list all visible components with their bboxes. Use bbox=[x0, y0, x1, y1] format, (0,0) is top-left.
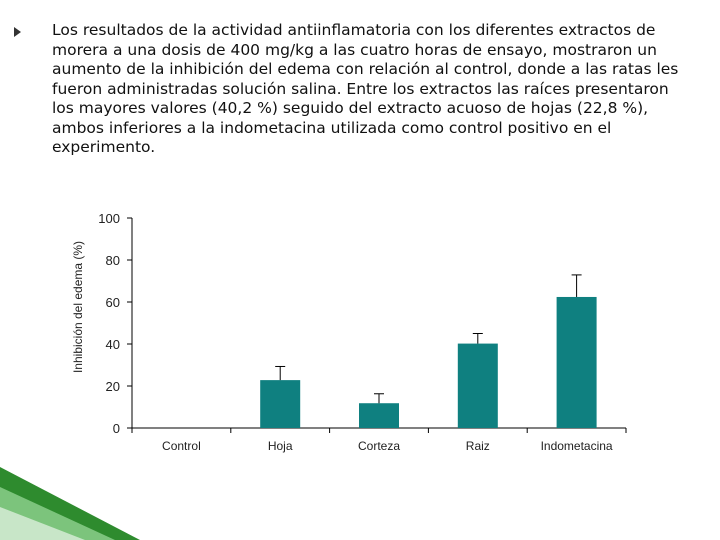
x-tick-label-indometacina: Indometacina bbox=[541, 439, 613, 453]
chart-error-bars bbox=[275, 274, 582, 404]
x-tick-label-hoja: Hoja bbox=[268, 439, 293, 453]
y-tick-labels: 0 20 40 60 80 100 bbox=[98, 211, 120, 436]
y-axis-label: Inhibición del edema (%) bbox=[71, 241, 85, 373]
bar-indometacina bbox=[556, 296, 597, 428]
bar-raiz bbox=[457, 343, 498, 428]
y-tick-label: 40 bbox=[106, 337, 120, 352]
corner-stripe-light bbox=[0, 507, 85, 540]
y-tick-label: 20 bbox=[106, 379, 120, 394]
x-tick-label-raiz: Raiz bbox=[466, 439, 490, 453]
body-paragraph: Los resultados de la actividad antiinfla… bbox=[52, 21, 679, 156]
x-tick-label-control: Control bbox=[162, 439, 201, 453]
bar-corteza bbox=[359, 403, 399, 428]
y-tick-label: 60 bbox=[106, 295, 120, 310]
x-tick-label-corteza: Corteza bbox=[358, 439, 400, 453]
bullet-icon bbox=[14, 27, 21, 37]
y-tick-label: 80 bbox=[106, 253, 120, 268]
chart-axes bbox=[127, 217, 627, 433]
y-tick-label: 0 bbox=[113, 421, 120, 436]
bar-hoja bbox=[260, 380, 301, 428]
x-tick-labels: Control Hoja Corteza Raiz Indometacina bbox=[162, 439, 613, 453]
y-tick-label: 100 bbox=[98, 211, 120, 226]
corner-decoration bbox=[0, 467, 140, 540]
chart-bars bbox=[260, 296, 597, 428]
